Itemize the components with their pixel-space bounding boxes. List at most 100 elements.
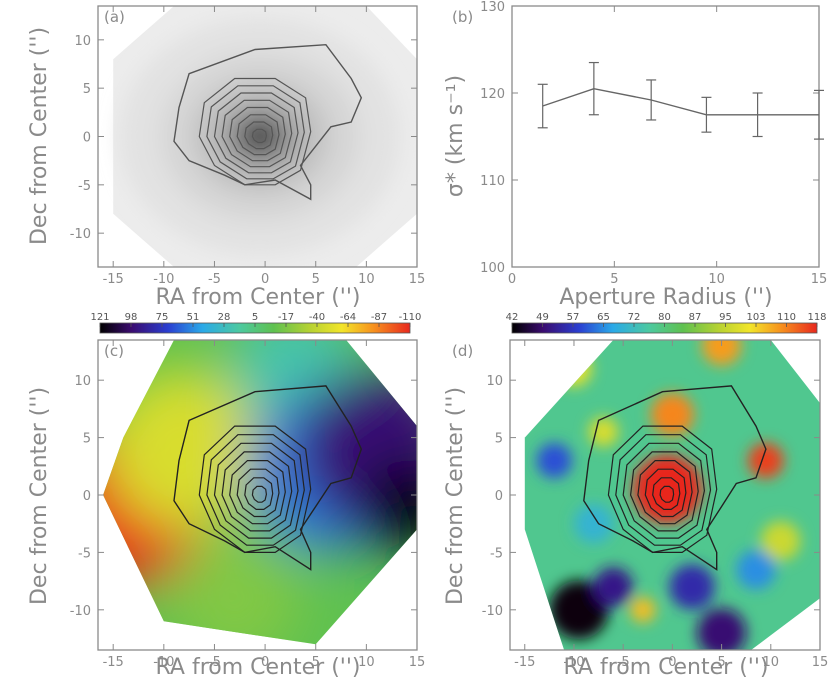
panel-c-contour-inner: [206, 434, 305, 546]
panel-b-xtick-label: 0: [508, 272, 516, 287]
panel-d-contour-outer: [583, 385, 767, 571]
panel-a-xlabel: RA from Center (''): [156, 285, 361, 310]
panel-c-ytick-label: -5: [78, 546, 91, 561]
panel-a-label: (a): [104, 8, 125, 26]
panel-d-ylabel: Dec from Center (''): [443, 387, 468, 605]
panel-a-intensity-glow: [120, 17, 401, 256]
panel-d-xtick-label: -5: [617, 655, 630, 670]
panel-a-xtick-label: -10: [153, 272, 174, 287]
panel-d-xlabel: RA from Center (''): [564, 655, 769, 679]
panel-d-colorbar-label: 72: [628, 312, 641, 323]
panel-a-contours: [173, 43, 363, 201]
panel-c-colorbar-label: 51: [187, 312, 200, 323]
panel-d-xtick-label: -15: [514, 655, 535, 670]
panel-c-xtick-label: 10: [358, 655, 375, 670]
panel-a-contour-inner: [213, 92, 299, 174]
panel-c-colorbar-label: 121: [90, 312, 109, 323]
panel-c-colorbar: 121 98 75 51 28 5 -17 -40 -64 -87 -110: [90, 312, 421, 334]
panel-d-colorbar-label: 95: [719, 312, 732, 323]
panel-c-contour-inner: [221, 451, 293, 532]
panel-d-xtick-label: 10: [763, 655, 780, 670]
panel-d-dispersion-region: [669, 564, 715, 610]
panel-c-velocity-region: [103, 368, 266, 531]
panel-b-ytick-label: 130: [480, 0, 505, 15]
panel-c-xtick-label: 0: [261, 655, 269, 670]
panel-c-velocity-field: [103, 340, 417, 645]
panel-d-contour-inner: [644, 468, 687, 518]
panel-d-dispersion-region: [760, 521, 801, 561]
panel-d-colorbar-label: 110: [777, 312, 796, 323]
panel-b-ticks: 0 5 10 15 100 110 120 130: [480, 0, 827, 287]
panel-d-ytick-label: 0: [495, 489, 503, 504]
panel-d-colorbar-label: 118: [807, 312, 826, 323]
panel-c-colorbar-label: 5: [252, 312, 258, 323]
panel-d-dispersion-field: [536, 340, 801, 650]
panel-c-xlabel: RA from Center (''): [156, 655, 361, 679]
panel-a-ytick-label: 5: [83, 82, 91, 97]
panel-a-contour-inner: [221, 99, 293, 168]
panel-d-dispersion-region: [748, 442, 784, 479]
panel-b-series: [537, 61, 824, 140]
panel-b-xlabel: Aperture Radius (''): [559, 285, 772, 310]
panel-d-colorbar-label: 42: [506, 312, 519, 323]
panel-a-ylabel: Dec from Center (''): [27, 27, 52, 245]
panel-c-contour-inner: [236, 468, 280, 518]
panel-b-ytick-label: 120: [480, 87, 505, 102]
panel-d-xtick-label: 5: [717, 655, 725, 670]
panel-d-ytick-label: -10: [482, 604, 503, 619]
panel-c-contour-inner: [213, 442, 299, 539]
panel-d-contour-inner: [637, 460, 693, 525]
panel-c-contours: [173, 385, 363, 571]
panel-c-colorbar-label: -87: [371, 312, 387, 323]
panel-c-label: (c): [104, 342, 124, 360]
panel-b-frame: [511, 5, 820, 268]
panel-a-contour-inner: [251, 128, 268, 144]
panel-d-dispersion-region: [588, 417, 619, 447]
panel-d-dispersion-region: [696, 608, 747, 650]
panel-b-xtick-label: 15: [811, 272, 828, 287]
panel-c-ytick-label: -10: [70, 604, 91, 619]
panel-d-dispersion-region: [736, 549, 776, 590]
panel-a-intensity-map: -15 -10 -5 0 5 10 15 -10 -5 0 5 10 (a) RA from Cent…: [27, 5, 425, 310]
panel-c-colorbar-label: 98: [125, 312, 138, 323]
panel-c-xtick-label: -10: [153, 655, 174, 670]
panel-c-velocity-region: [358, 457, 417, 556]
panel-b-xtick-label: 5: [610, 272, 618, 287]
panel-a-xtick-label: 5: [312, 272, 320, 287]
panel-d-dispersion-region: [630, 597, 656, 623]
panel-d-colorbar-label: 49: [536, 312, 549, 323]
panel-d-label: (d): [452, 342, 473, 360]
panel-a-contour-inner: [198, 77, 312, 186]
panel-a-contour-outer: [173, 43, 363, 201]
panel-a-xtick-label: 0: [261, 272, 269, 287]
panel-d-colorbar-label: 87: [689, 312, 702, 323]
panel-d-colorbar-label: 57: [567, 312, 580, 323]
panel-d-ticks: -15 -10 -5 0 5 10 15 -10 -5 0 5 10: [482, 340, 828, 670]
panel-b-ytick-label: 110: [480, 174, 505, 189]
panel-b-line: [542, 87, 819, 116]
panel-b-label: (b): [452, 8, 473, 26]
panel-a-ytick-label: -5: [78, 179, 91, 194]
panel-d-contour-inner: [615, 434, 712, 546]
panel-c-contour-inner: [198, 425, 312, 554]
panel-a-ytick-label: 10: [74, 34, 91, 49]
panel-a-contour-inner: [236, 114, 280, 156]
panel-c-ytick-label: 0: [83, 489, 91, 504]
panel-c-colorbar-label: -40: [309, 312, 325, 323]
panel-c-contour-inner: [251, 485, 268, 503]
panel-b-xtick-label: 10: [708, 272, 725, 287]
panel-d-dispersion-region: [549, 580, 609, 640]
panel-c-colorbar-label: 28: [218, 312, 231, 323]
panel-d-ytick-label: -5: [490, 546, 503, 561]
panel-a-intensity-level: [246, 124, 275, 149]
panel-d-xtick-label: 0: [668, 655, 676, 670]
panel-d-contour-inner: [652, 477, 681, 510]
panel-c-ylabel: Dec from Center (''): [27, 387, 52, 605]
panel-a-contour-inner: [244, 121, 274, 150]
panel-c-xtick-label: -5: [208, 655, 221, 670]
panel-c-contour-outer: [173, 385, 363, 571]
panel-d-contour-inner: [659, 485, 675, 503]
panel-c-xtick-label: -15: [103, 655, 124, 670]
panel-d-dispersion-region: [536, 442, 572, 479]
